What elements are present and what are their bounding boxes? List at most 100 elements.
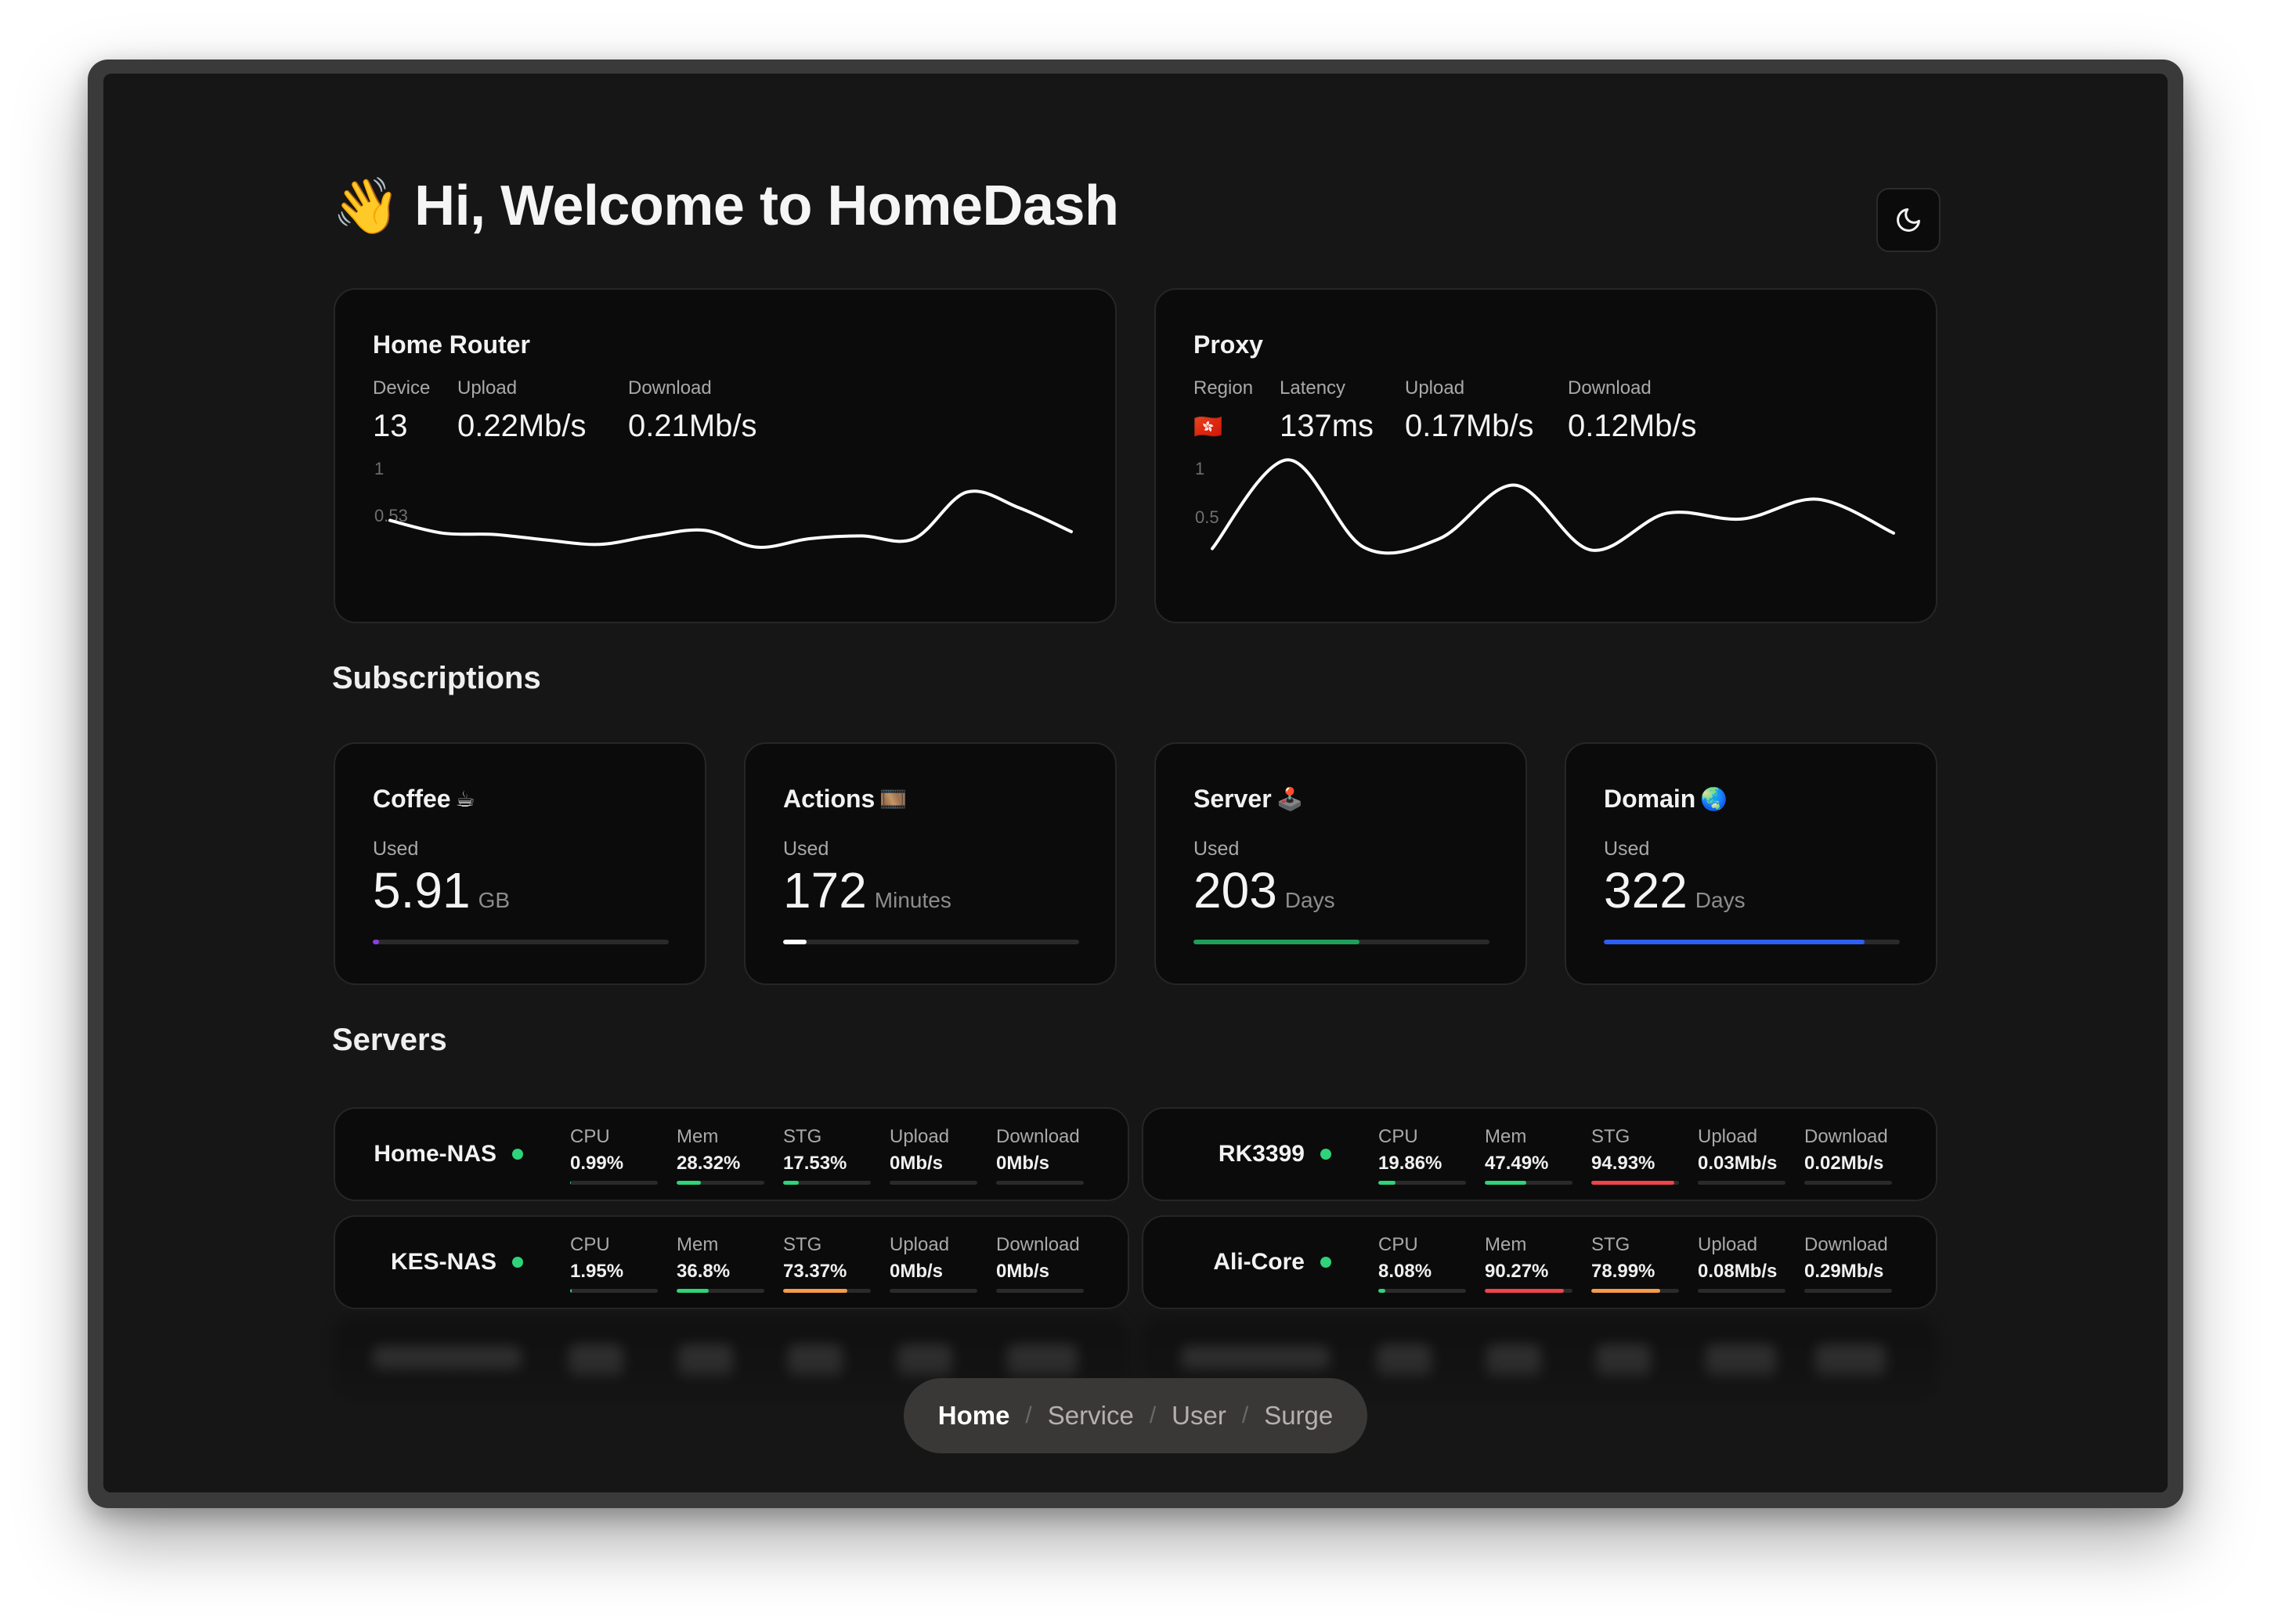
subscription-title: Domain 🌏 (1604, 785, 1728, 813)
metric-bar (1804, 1181, 1892, 1185)
server-name: RK3399 (1143, 1109, 1331, 1200)
subscription-card-domain[interactable]: Domain 🌏 Used 322 Days (1565, 742, 1937, 985)
server-metric: Download 0Mb/s (996, 1126, 1085, 1185)
server-metric: Mem 28.32% (677, 1126, 766, 1185)
server-card[interactable]: KES-NAS CPU 1.95% Mem 36.8% STG 73.37% Upload 0M… (334, 1215, 1129, 1309)
subscription-title: Actions 🎞️ (783, 785, 908, 813)
upload-stat: Upload 0.22Mb/s (457, 377, 587, 444)
coffee-icon: ☕ (455, 787, 475, 811)
status-dot (1320, 1149, 1331, 1160)
server-metric: CPU 8.08% (1378, 1234, 1468, 1293)
stat-value: 0.12Mb/s (1568, 409, 1697, 443)
metric-bar (570, 1289, 658, 1293)
metric-bar (996, 1289, 1084, 1293)
status-dot (512, 1149, 523, 1160)
stat-label: Upload (1405, 377, 1465, 399)
progress-fill (373, 940, 379, 944)
usage-progress-bar (373, 940, 669, 944)
server-name: Ali-Core (1143, 1217, 1331, 1308)
server-metric: CPU 1.95% (570, 1234, 659, 1293)
theme-toggle-button[interactable] (1876, 188, 1941, 252)
nav-item-service[interactable]: Service (1047, 1401, 1134, 1430)
download-stat: Download 0.12Mb/s (1568, 377, 1697, 444)
servers-heading: Servers (332, 1023, 447, 1057)
server-metric: STG 73.37% (783, 1234, 872, 1293)
usage-value: 172 Minutes (783, 862, 951, 918)
metric-bar (890, 1289, 977, 1293)
subscription-card-actions[interactable]: Actions 🎞️ Used 172 Minutes (744, 742, 1117, 985)
usage-value: 203 Days (1193, 862, 1335, 918)
metric-bar (1591, 1289, 1679, 1293)
nav-item-surge[interactable]: Surge (1264, 1401, 1334, 1430)
metric-bar (1698, 1181, 1785, 1185)
subscription-title: Server 🕹️ (1193, 785, 1304, 813)
nav-separator: / (1149, 1402, 1157, 1428)
series-line (1211, 458, 1895, 555)
upload-stat: Upload 0.17Mb/s (1405, 377, 1534, 444)
server-name: KES-NAS (335, 1217, 523, 1308)
proxy-chart (1211, 458, 1895, 555)
server-metric: STG 78.99% (1591, 1234, 1681, 1293)
metric-bar (677, 1289, 764, 1293)
usage-value: 5.91 GB (373, 862, 511, 918)
nav-item-user[interactable]: User (1172, 1401, 1226, 1430)
metric-bar (783, 1289, 871, 1293)
home-router-chart (388, 489, 1073, 549)
nav-separator: / (1241, 1402, 1249, 1428)
metric-bar (1698, 1289, 1785, 1293)
stat-label: Device (373, 377, 431, 399)
metric-bar (677, 1181, 764, 1185)
server-card[interactable]: Ali-Core CPU 8.08% Mem 90.27% STG 78.99% Upload… (1142, 1215, 1937, 1309)
progress-fill (1193, 940, 1359, 944)
used-label: Used (783, 838, 829, 860)
metric-bar (1378, 1181, 1466, 1185)
metric-bar (1591, 1181, 1679, 1185)
latency-stat: Latency 137ms (1280, 377, 1374, 444)
server-metric: Download 0Mb/s (996, 1234, 1085, 1293)
server-metric: Mem 47.49% (1485, 1126, 1574, 1185)
progress-fill (1604, 940, 1865, 944)
home-router-card: Home Router Device 13 Upload 0.22Mb/s Do… (334, 288, 1117, 623)
device-frame: 👋 Hi, Welcome to HomeDash Home Router De… (88, 60, 2183, 1508)
subscriptions-heading: Subscriptions (332, 661, 541, 695)
stat-label: Region (1193, 377, 1254, 399)
server-metric: Upload 0Mb/s (890, 1234, 979, 1293)
stat-label: Upload (457, 377, 518, 399)
server-metric: STG 17.53% (783, 1126, 872, 1185)
server-metric: Upload 0Mb/s (890, 1126, 979, 1185)
y-tick-label: 1 (1195, 459, 1205, 478)
server-metric: CPU 19.86% (1378, 1126, 1468, 1185)
server-metric: Download 0.02Mb/s (1804, 1126, 1894, 1185)
download-stat: Download 0.21Mb/s (628, 377, 757, 444)
header: 👋 Hi, Welcome to HomeDash (332, 174, 1119, 238)
stat-value: 0.21Mb/s (628, 409, 757, 443)
progress-fill (783, 940, 807, 944)
used-label: Used (373, 838, 419, 860)
usage-progress-bar (1604, 940, 1900, 944)
metric-bar (1485, 1181, 1572, 1185)
status-dot (512, 1257, 523, 1268)
server-metric: CPU 0.99% (570, 1126, 659, 1185)
stat-label: Latency (1280, 377, 1346, 399)
nav-item-home[interactable]: Home (937, 1401, 1010, 1430)
server-name: Home-NAS (335, 1109, 523, 1200)
y-tick-label: 0.5 (1195, 507, 1219, 527)
server-card[interactable]: Home-NAS CPU 0.99% Mem 28.32% STG 17.53% Upload… (334, 1107, 1129, 1201)
server-metric: Mem 90.27% (1485, 1234, 1574, 1293)
globe-icon: 🌏 (1700, 787, 1728, 811)
page-title: Hi, Welcome to HomeDash (414, 175, 1119, 237)
status-dot (1320, 1257, 1331, 1268)
waving-hand-emoji: 👋 (332, 175, 401, 236)
moon-icon (1897, 208, 1920, 232)
stat-value: 0.17Mb/s (1405, 409, 1534, 443)
stat-label: Download (628, 377, 712, 399)
usage-progress-bar (1193, 940, 1489, 944)
subscription-card-server[interactable]: Server 🕹️ Used 203 Days (1154, 742, 1527, 985)
server-card[interactable]: RK3399 CPU 19.86% Mem 47.49% STG 94.93% Upload 0… (1142, 1107, 1937, 1201)
subscription-card-coffee[interactable]: Coffee ☕ Used 5.91 GB (334, 742, 706, 985)
metric-bar (570, 1181, 658, 1185)
usage-progress-bar (783, 940, 1079, 944)
server-metric: Mem 36.8% (677, 1234, 766, 1293)
stat-value: 13 (373, 409, 408, 443)
proxy-card: Proxy Region 🇭🇰 Latency 137ms Upload 0.1… (1154, 288, 1937, 623)
